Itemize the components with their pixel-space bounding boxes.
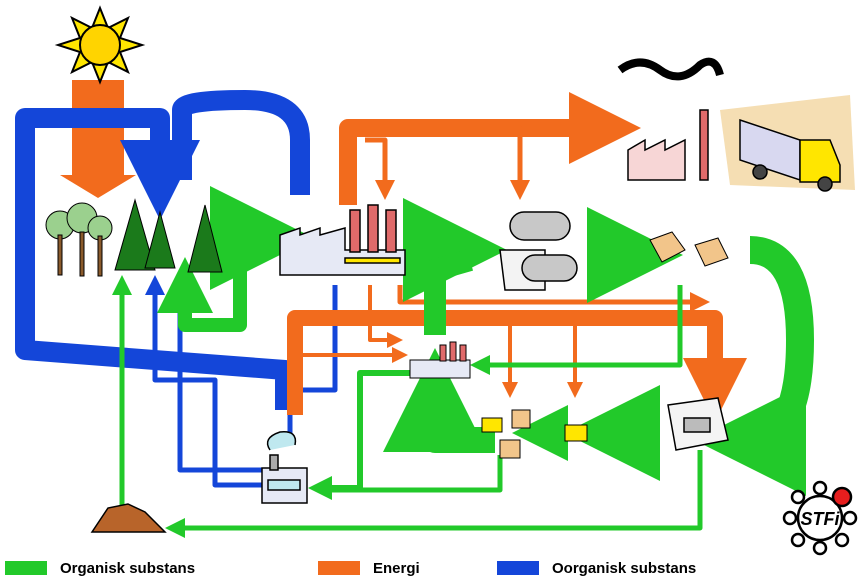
- legend-swatch: [5, 561, 47, 575]
- newspaper: [668, 398, 728, 450]
- legend-label: Organisk substans: [60, 560, 195, 577]
- legend: Organisk substans Energi Oorganisk subst…: [5, 560, 696, 577]
- pulp-mill: [280, 205, 405, 275]
- legend-swatch: [318, 561, 360, 575]
- paper-rolls: [500, 212, 577, 290]
- compost: [92, 504, 165, 532]
- icons: STFi: [46, 8, 856, 554]
- legend-label: Energi: [373, 560, 420, 577]
- legend-label: Oorganisk substans: [552, 560, 696, 577]
- logo-text: STFi: [801, 509, 841, 529]
- small-factory: [410, 342, 470, 378]
- stfi-logo: STFi: [784, 482, 856, 554]
- truck: [720, 95, 855, 191]
- sun: [58, 8, 142, 82]
- smoke-factory: [620, 62, 720, 180]
- legend-swatch: [497, 561, 539, 575]
- diagram: STFi Organisk substans Energi Oorganisk …: [0, 0, 865, 581]
- trees: [46, 200, 222, 276]
- boiler: [262, 432, 307, 503]
